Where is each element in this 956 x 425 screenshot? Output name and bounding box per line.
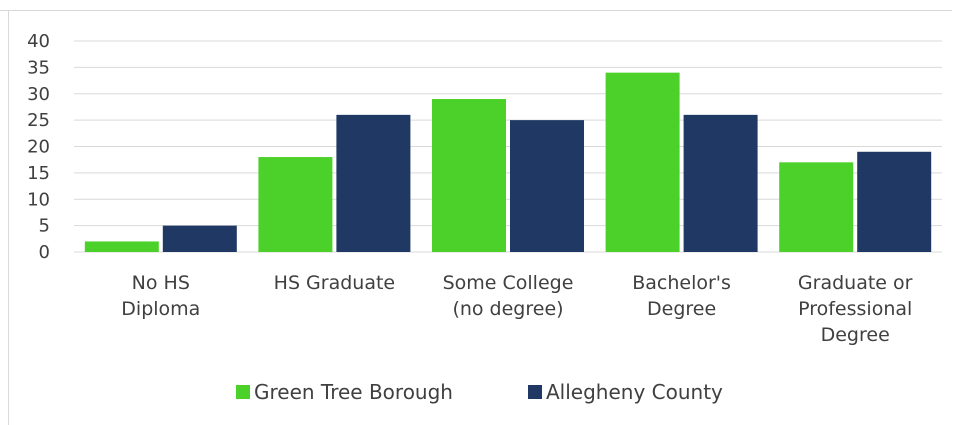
y-tick-label: 5 bbox=[39, 216, 50, 237]
legend-swatch bbox=[528, 385, 542, 399]
legend[interactable]: Green Tree Borough Allegheny County bbox=[236, 380, 723, 404]
x-category-label: HS Graduate bbox=[274, 272, 395, 294]
y-tick-label: 10 bbox=[27, 189, 50, 210]
y-tick-label: 25 bbox=[27, 110, 50, 131]
x-category-label: No HS bbox=[132, 272, 190, 294]
bar-green-tree bbox=[432, 99, 506, 253]
bar-green-tree bbox=[779, 162, 854, 252]
bars bbox=[84, 72, 932, 253]
y-tick-label: 35 bbox=[27, 57, 50, 78]
bar-allegheny bbox=[336, 114, 411, 252]
y-tick-label: 30 bbox=[27, 84, 50, 105]
x-category-label: Graduate or bbox=[798, 272, 913, 294]
x-category-label: Professional bbox=[798, 298, 912, 320]
x-category-label: Bachelor's bbox=[632, 272, 731, 294]
x-category-label: Some College bbox=[443, 272, 574, 294]
y-tick-label: 15 bbox=[27, 163, 50, 184]
x-axis-categories: No HS Diploma HS Graduate Some College (no d… bbox=[121, 272, 912, 346]
bar-allegheny bbox=[510, 120, 584, 252]
frame-border-top bbox=[0, 10, 952, 11]
x-category-label: (no degree) bbox=[452, 298, 563, 320]
bar-green-tree bbox=[605, 72, 680, 253]
x-category-label: Diploma bbox=[121, 298, 200, 320]
y-tick-label: 20 bbox=[27, 137, 50, 158]
y-axis-ticks: 0 5 10 15 20 25 30 35 40 bbox=[27, 31, 50, 263]
legend-swatch bbox=[236, 385, 250, 399]
bar-green-tree bbox=[84, 241, 159, 252]
x-category-label: Degree bbox=[821, 324, 890, 346]
y-tick-label: 40 bbox=[27, 31, 50, 52]
frame-border-left bbox=[8, 10, 9, 425]
legend-label: Allegheny County bbox=[546, 380, 723, 404]
bar-green-tree bbox=[258, 157, 333, 252]
bar-allegheny bbox=[857, 151, 932, 252]
x-category-label: Degree bbox=[647, 298, 716, 320]
legend-label: Green Tree Borough bbox=[254, 380, 453, 404]
bar-allegheny bbox=[162, 225, 237, 252]
bar-allegheny bbox=[683, 114, 758, 252]
y-tick-label: 0 bbox=[39, 242, 50, 263]
